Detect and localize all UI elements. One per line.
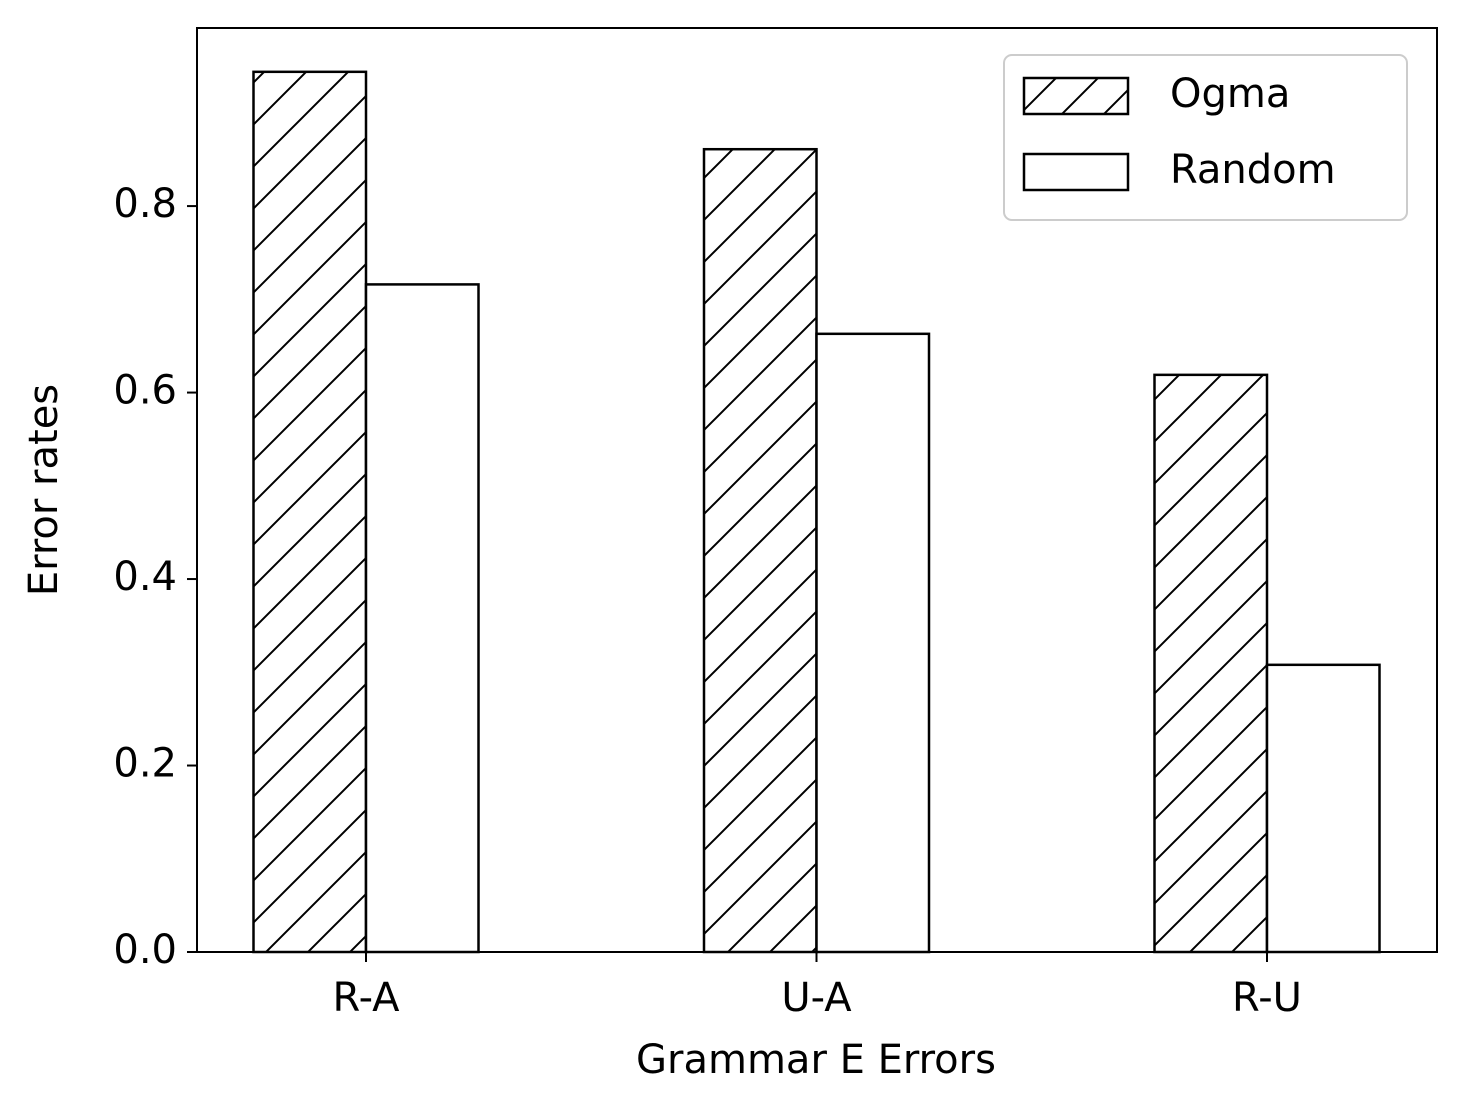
x-axis-label: Grammar E Errors <box>636 1037 996 1083</box>
y-tick-label: 0.8 <box>113 181 177 227</box>
bar <box>252 70 368 954</box>
plot-frame <box>196 27 1438 953</box>
x-tick-label: U-A <box>781 975 852 1021</box>
y-tick-label: 0.6 <box>113 368 177 414</box>
legend-swatch <box>1022 152 1130 192</box>
legend-label: Ogma <box>1170 71 1290 117</box>
bar <box>1265 663 1381 954</box>
bar <box>815 332 931 954</box>
bar <box>702 147 818 954</box>
bar <box>364 283 480 954</box>
legend-label: Random <box>1170 147 1336 193</box>
y-tick-label: 0.0 <box>113 927 177 973</box>
x-tick-label: R-U <box>1232 975 1302 1021</box>
y-tick-label: 0.4 <box>113 554 177 600</box>
legend-swatch <box>1022 76 1130 116</box>
x-tick-label: R-A <box>332 975 400 1021</box>
y-axis-label: Error rates <box>21 384 67 596</box>
y-tick-label: 0.2 <box>113 741 177 787</box>
bar <box>1153 373 1269 954</box>
